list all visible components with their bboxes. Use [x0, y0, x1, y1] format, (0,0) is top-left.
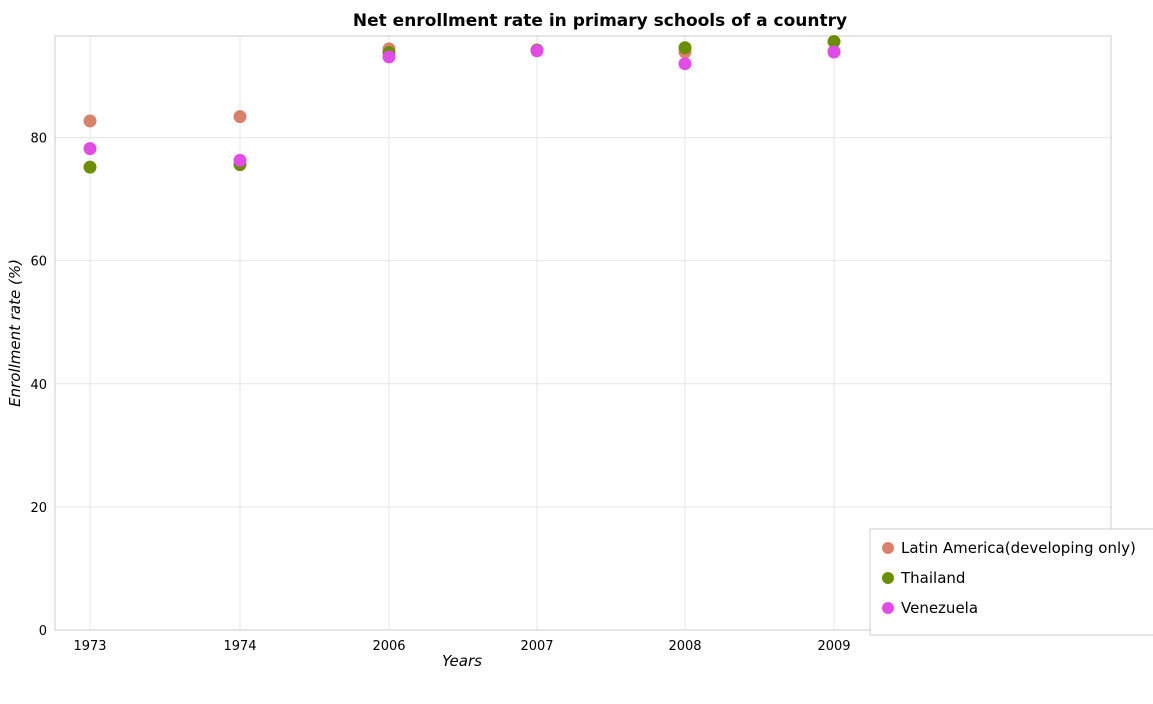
point-thailand-1973 — [83, 160, 97, 174]
chart-title: Net enrollment rate in primary schools o… — [353, 11, 847, 31]
point-thailand-2008 — [678, 41, 692, 55]
point-venezuela-2006 — [382, 50, 396, 64]
x-tick-label: 2008 — [668, 639, 701, 654]
legend-marker-latin-america — [882, 542, 894, 554]
x-tick-label: 1973 — [73, 639, 106, 654]
legend-label-venezuela: Venezuela — [901, 599, 978, 617]
data-points — [83, 35, 841, 174]
y-tick-label: 0 — [39, 624, 47, 639]
plot-area-frame — [54, 35, 1112, 631]
y-axis-ticks: 0 20 40 60 80 — [30, 132, 47, 639]
point-venezuela-1974 — [233, 153, 247, 167]
y-tick-label: 20 — [30, 501, 47, 516]
point-latin-america-developing-only-1974 — [233, 110, 247, 124]
y-tick-label: 40 — [30, 378, 47, 393]
y-tick-label: 60 — [30, 255, 47, 270]
x-axis-label: Years — [442, 652, 482, 670]
x-tick-label: 2009 — [817, 639, 850, 654]
point-venezuela-1973 — [83, 142, 97, 156]
point-thailand-2009 — [827, 35, 841, 49]
point-venezuela-2008 — [678, 57, 692, 71]
y-axis-label: Enrollment rate (%) — [6, 259, 24, 407]
x-tick-label: 2006 — [372, 639, 405, 654]
legend-label-thailand: Thailand — [900, 569, 965, 587]
point-venezuela-2009 — [827, 45, 841, 59]
y-tick-label: 80 — [30, 132, 47, 147]
point-latin-america-developing-only-1973 — [83, 114, 97, 128]
legend-marker-thailand — [882, 572, 894, 584]
legend-box — [869, 528, 1153, 636]
point-venezuela-2007 — [530, 44, 544, 58]
x-axis-ticks: 1973 1974 2006 2007 2008 2009 — [73, 639, 850, 654]
x-tick-label: 2007 — [520, 639, 553, 654]
legend-marker-venezuela — [882, 602, 894, 614]
x-tick-label: 1974 — [223, 639, 256, 654]
grid — [55, 36, 1111, 631]
legend-label-latin-america: Latin America(developing only) — [901, 539, 1136, 557]
legend: Latin America(developing only) Thailand … — [869, 528, 1153, 636]
